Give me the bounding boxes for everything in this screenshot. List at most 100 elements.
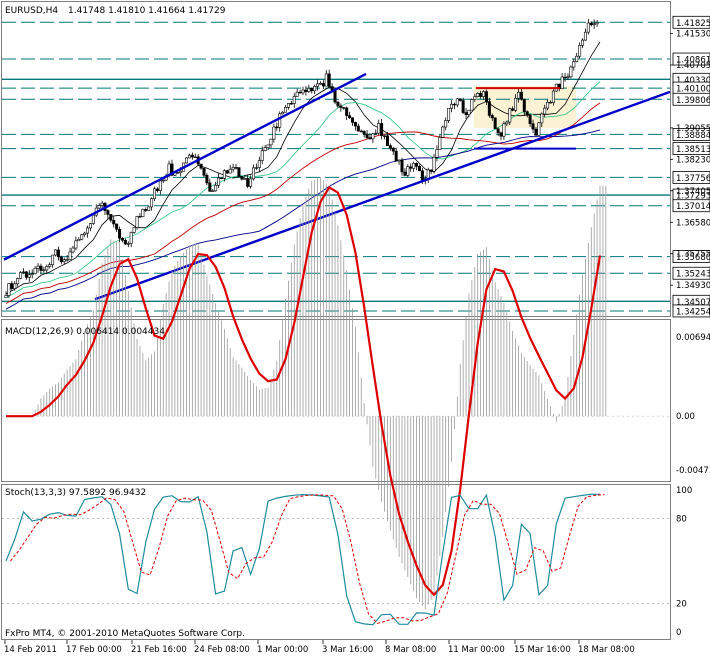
candle-body: [231, 167, 235, 170]
candle-body: [525, 111, 529, 116]
level-label: 1.35243: [676, 270, 710, 280]
candle-body: [534, 128, 538, 136]
level-label: 1.37293: [676, 192, 710, 202]
candle-body: [106, 210, 110, 215]
candle-body: [531, 123, 535, 130]
candle-body: [397, 159, 401, 162]
price-panel: [1, 1, 671, 317]
candle-body: [225, 170, 229, 174]
stoch-panel: [1, 484, 671, 640]
candle-body: [228, 168, 232, 174]
candle-body: [27, 274, 31, 278]
candle-body: [511, 108, 515, 111]
candle-body: [120, 237, 124, 241]
level-label: 1.39806: [676, 96, 710, 106]
time-label: 17 Feb 00:00: [66, 645, 122, 655]
candle-body: [435, 149, 439, 158]
candle-body: [537, 122, 541, 136]
level-label: 1.41825: [676, 19, 710, 29]
level-label-box: [672, 266, 710, 280]
candle-body: [339, 105, 343, 108]
candle-body: [138, 216, 142, 218]
level-label: 1.35680: [676, 253, 710, 263]
candle-body: [246, 178, 250, 187]
candle-body: [470, 99, 474, 111]
candle-body: [88, 223, 92, 229]
candle-body: [566, 76, 570, 78]
candle-body: [324, 73, 328, 87]
candle-body: [403, 171, 407, 176]
candle-body: [595, 22, 599, 25]
candle-body: [45, 266, 49, 271]
stoch-title: Stoch(13,3,3) 97.5892 96.9432: [5, 488, 146, 498]
candle-body: [458, 98, 462, 101]
price-tick-label: 1.38230: [676, 155, 710, 165]
candle-body: [560, 76, 564, 90]
candle-body: [254, 167, 258, 169]
time-axis: 14 Feb 2011 17 Feb 00:00 21 Feb 16:00 24 Fe…: [4, 640, 635, 655]
candle-body: [432, 156, 436, 172]
time-label: 15 Mar 16:00: [514, 645, 571, 655]
candle-body: [21, 271, 25, 273]
candle-body: [412, 163, 416, 169]
candle-body: [219, 177, 223, 180]
price-tick-label: 1.41530: [676, 30, 710, 40]
candles: [4, 19, 599, 299]
candle-body: [307, 88, 311, 92]
candle-body: [313, 86, 317, 92]
channel-upper-line: [3, 72, 367, 261]
level-label: 1.38884: [676, 131, 710, 141]
candle-body: [126, 243, 130, 245]
candle-body: [269, 138, 273, 146]
candle-body: [519, 91, 523, 100]
candle-body: [301, 89, 305, 94]
candle-body: [65, 259, 69, 261]
candle-body: [385, 135, 389, 146]
candle-body: [161, 179, 165, 182]
candle-body: [586, 22, 590, 33]
candle-body: [479, 92, 483, 97]
stoch-tick-label: 100: [676, 486, 692, 496]
candle-body: [368, 137, 372, 140]
candle-body: [406, 166, 410, 176]
candle-body: [380, 123, 384, 137]
candle-body: [295, 91, 299, 97]
candle-body: [19, 272, 23, 279]
macd-tick-label: 0.00694: [676, 333, 710, 343]
candle-body: [578, 45, 582, 57]
level-label-box: [672, 92, 710, 106]
macd-panel: [1, 319, 671, 482]
candle-body: [388, 145, 392, 149]
candle-body: [68, 251, 72, 260]
candle-body: [551, 90, 555, 103]
candle-body: [473, 96, 477, 100]
candle-body: [356, 125, 360, 132]
candle-body: [438, 137, 442, 150]
candle-body: [409, 166, 413, 169]
price-tick-label: 1.37405: [676, 187, 710, 197]
level-label-box: [672, 171, 710, 184]
candle-body: [266, 144, 270, 149]
price-tick-label: 1.35755: [676, 250, 710, 260]
candle-body: [441, 126, 445, 138]
candle-body: [153, 188, 157, 199]
candle-body: [540, 113, 544, 124]
candle-body: [589, 22, 593, 26]
candle-body: [342, 107, 346, 109]
candle-body: [455, 98, 459, 106]
candle-body: [155, 188, 159, 191]
candle-body: [257, 160, 261, 168]
candle-body: [304, 89, 308, 92]
candle-body: [30, 273, 34, 275]
copyright-text: FxPro MT4, © 2001-2010 MetaQuotes Softwa…: [5, 629, 245, 639]
candle-body: [289, 103, 293, 105]
time-label: 11 Mar 00:00: [448, 645, 505, 655]
candle-body: [336, 101, 340, 107]
candle-body: [86, 227, 90, 234]
candle-body: [563, 76, 567, 79]
candle-body: [464, 112, 468, 115]
time-label: 14 Feb 2011: [4, 645, 57, 655]
level-label: 1.38513: [676, 145, 710, 155]
candle-body: [298, 91, 302, 94]
